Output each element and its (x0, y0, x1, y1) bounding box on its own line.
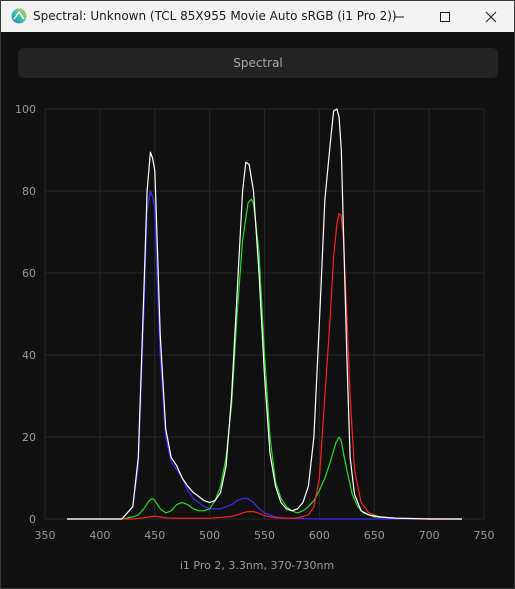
series-line-blue (67, 190, 462, 520)
x-tick-label: 700 (419, 529, 440, 542)
minimize-icon (394, 16, 404, 17)
y-tick-label: 80 (22, 185, 36, 198)
x-tick-label: 450 (144, 529, 165, 542)
window-title: Spectral: Unknown (TCL 85X955 Movie Auto… (33, 9, 397, 23)
minimize-button[interactable] (376, 1, 422, 32)
x-tick-label: 600 (309, 529, 330, 542)
y-tick-label: 40 (22, 349, 36, 362)
x-tick-label: 650 (364, 529, 385, 542)
y-tick-label: 60 (22, 267, 36, 280)
spectral-header-bar[interactable]: Spectral (18, 48, 498, 78)
x-tick-label: 550 (254, 529, 275, 542)
series-group (67, 108, 463, 520)
close-button[interactable] (468, 1, 514, 32)
series-line-red (67, 212, 463, 520)
x-tick-label: 400 (89, 529, 110, 542)
y-tick-labels: 0 20 40 60 80 100 (15, 103, 36, 526)
y-tick-label: 0 (29, 513, 36, 526)
series-line-white (67, 108, 462, 520)
x-tick-label: 750 (474, 529, 495, 542)
series-line-green (67, 198, 462, 520)
close-icon (485, 11, 497, 22)
x-tick-labels: 350 400 450 500 550 600 650 700 750 (35, 529, 495, 542)
title-bar: Spectral: Unknown (TCL 85X955 Movie Auto… (1, 1, 514, 32)
spectral-header-label: Spectral (233, 56, 283, 70)
x-tick-label: 500 (199, 529, 220, 542)
y-tick-label: 100 (15, 103, 36, 116)
spectral-chart: 350 400 450 500 550 600 650 700 750 0 20 40 60 80 100… (15, 103, 495, 572)
maximize-icon (440, 11, 450, 22)
x-tick-label: 350 (35, 529, 56, 542)
x-axis-label: i1 Pro 2, 3.3nm, 370-730nm (180, 559, 334, 572)
maximize-button[interactable] (422, 1, 468, 32)
app-spectrum-icon (11, 8, 27, 24)
y-tick-label: 20 (22, 431, 36, 444)
grid (44, 108, 485, 520)
